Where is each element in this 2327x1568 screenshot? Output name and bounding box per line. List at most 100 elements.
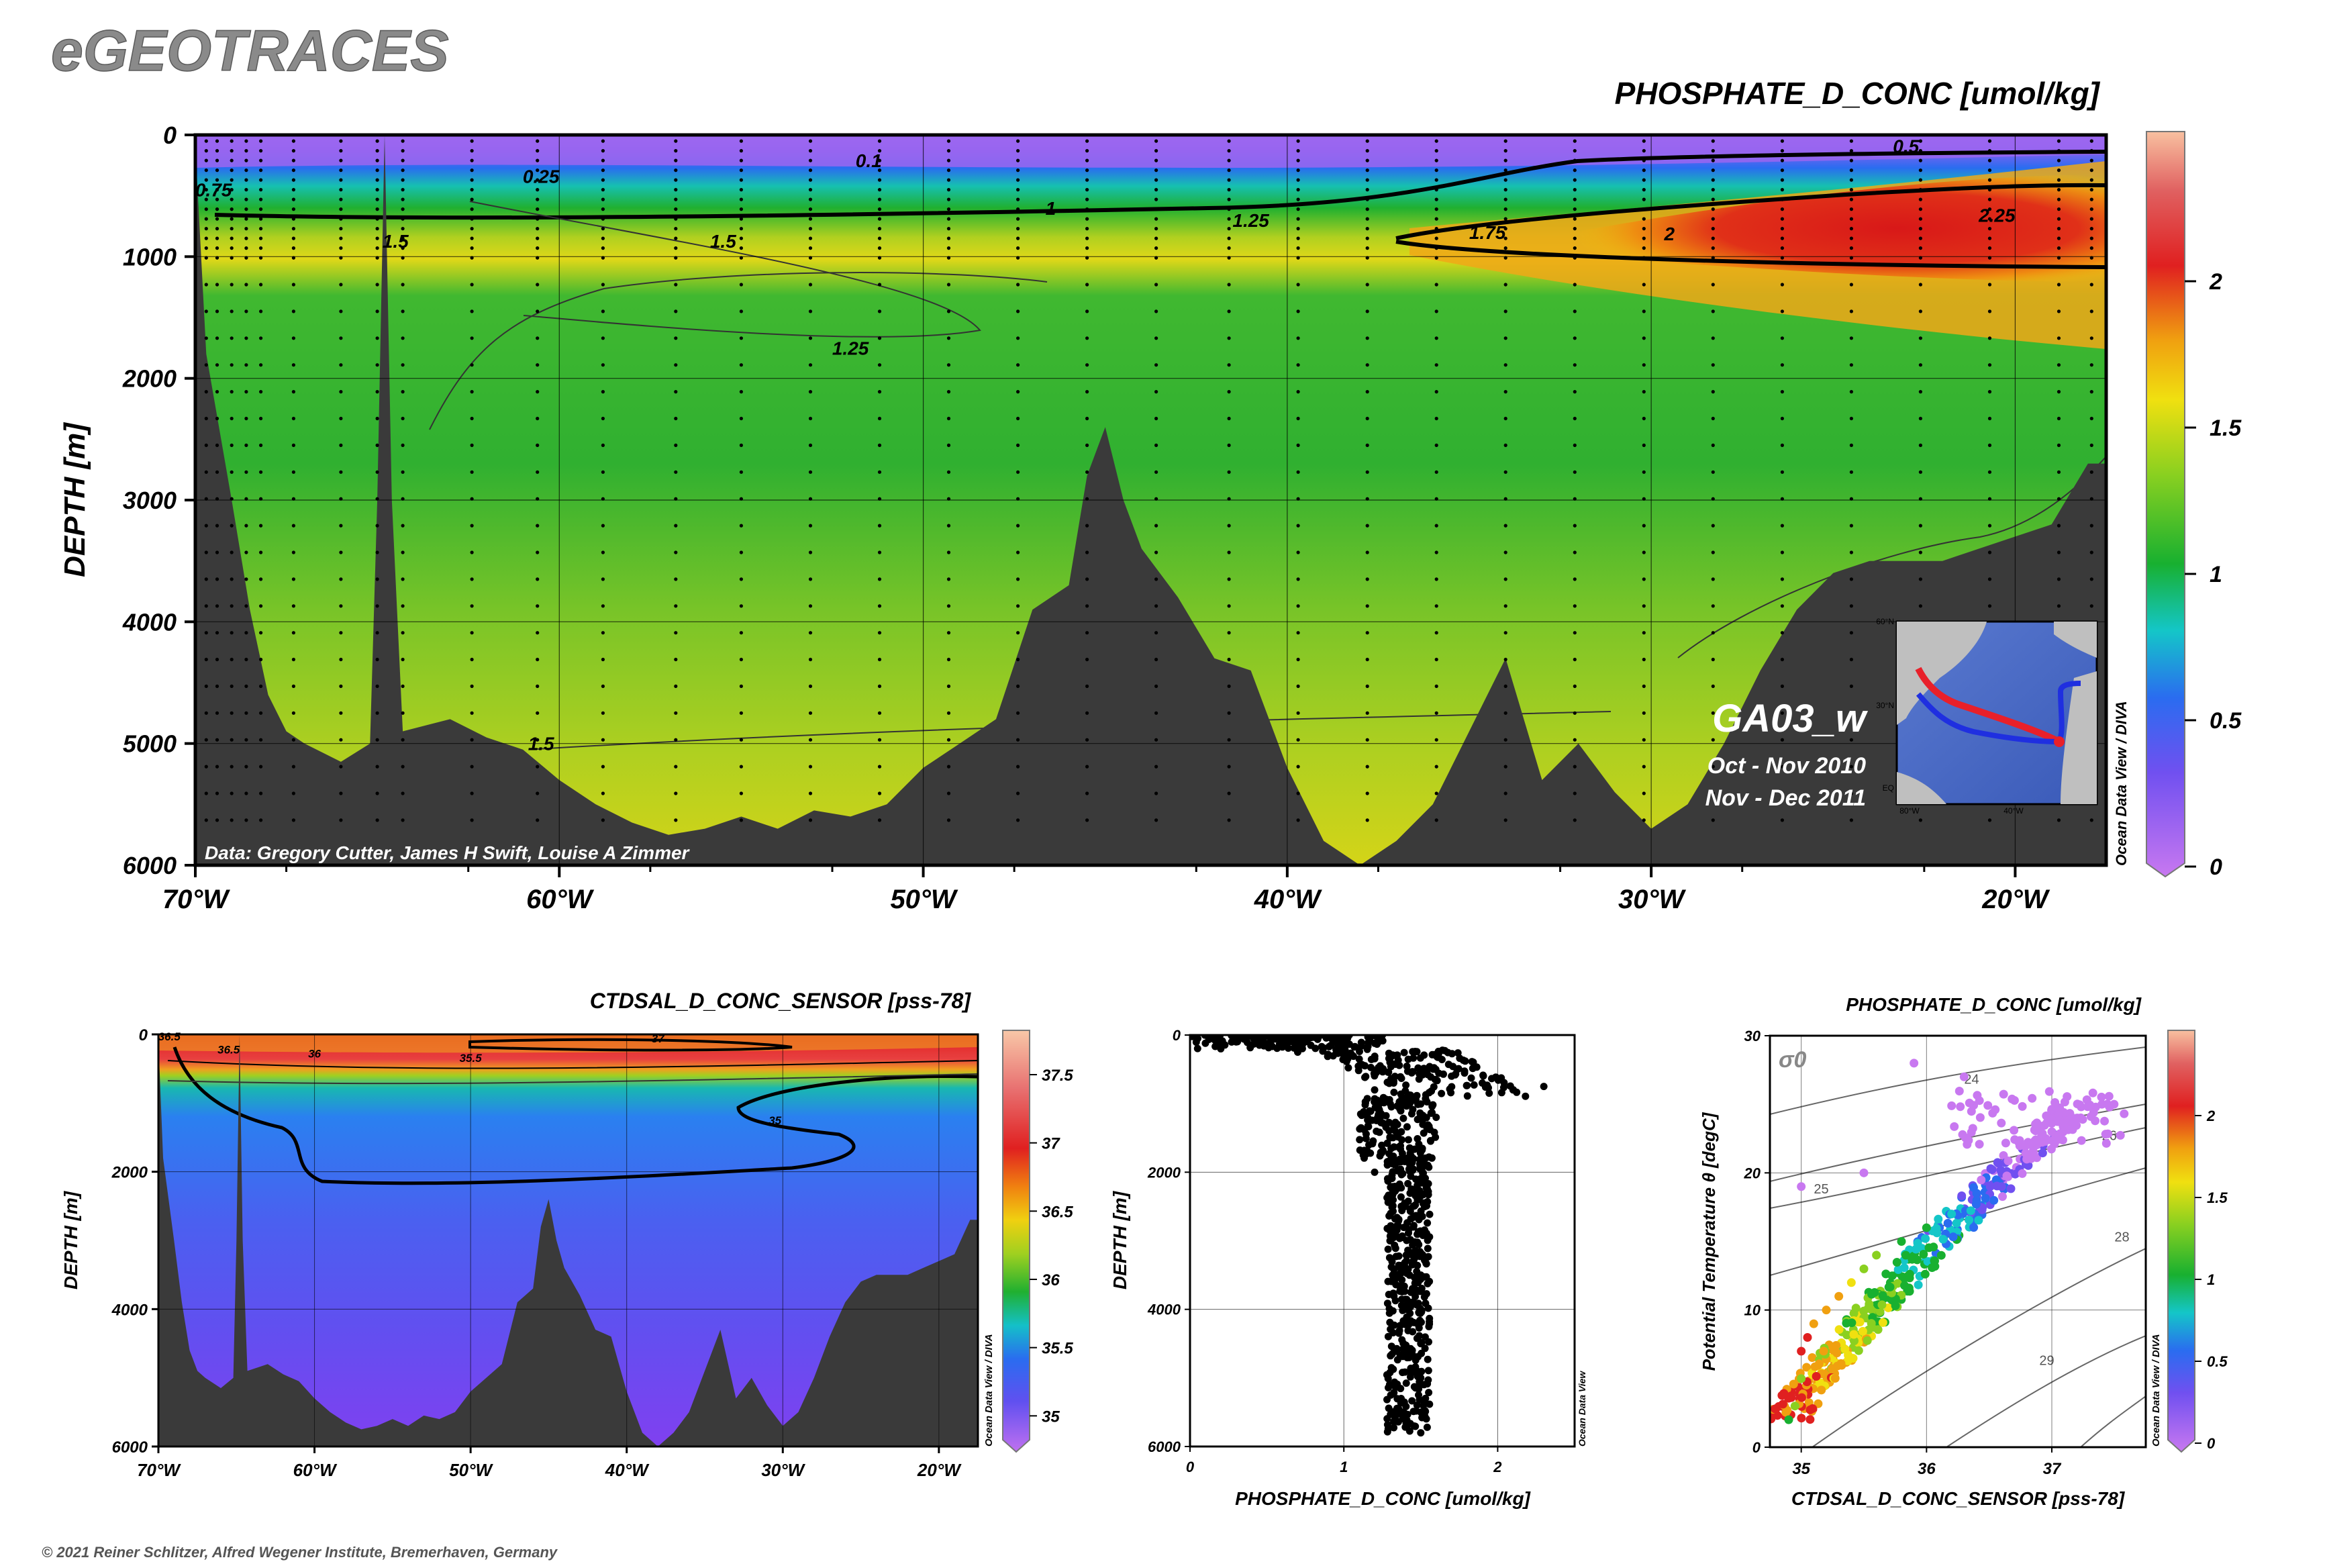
- sample-dot: [401, 604, 405, 608]
- contour-label: 1: [1046, 198, 1056, 219]
- ts-point: [1938, 1234, 1948, 1244]
- ts-point: [1965, 1216, 1974, 1224]
- sample-dot: [1503, 604, 1507, 608]
- ts-point: [2072, 1114, 2081, 1123]
- sample-dot: [1918, 246, 1922, 250]
- sample-dot: [1227, 158, 1231, 162]
- sample-dot: [1503, 818, 1507, 822]
- sample-dot: [1849, 390, 1853, 394]
- ts-colorbar: 00.511.52: [2167, 1030, 2228, 1453]
- sample-dot: [1573, 550, 1577, 554]
- sample-dot: [244, 197, 248, 201]
- sample-dot: [2057, 236, 2061, 240]
- sample-dot: [1296, 765, 1300, 769]
- sample-dot: [2089, 197, 2093, 201]
- sample-dot: [601, 416, 605, 421]
- ts-point: [1950, 1122, 1959, 1131]
- map-label-30n: 30°N: [1876, 701, 1894, 710]
- sample-dot: [1365, 336, 1369, 340]
- sample-dot: [536, 336, 540, 340]
- ts-point: [1863, 1336, 1872, 1345]
- phosphate-section-plot: PHOSPHATE_D_CONC [umol/kg] 70°W 60°W 50°W 4…: [58, 76, 2242, 914]
- map-label-40w: 40°W: [2003, 806, 2024, 816]
- sample-dot: [808, 684, 813, 688]
- sample-dot: [1849, 657, 1853, 662]
- profile-point: [1418, 1367, 1426, 1375]
- ts-point: [1922, 1223, 1931, 1232]
- sample-dot: [2089, 524, 2093, 528]
- sample-dot: [1365, 390, 1369, 394]
- ts-sigma-label: σ0: [1779, 1047, 1807, 1073]
- contour-label: 1.5: [710, 231, 736, 252]
- sample-dot: [946, 604, 951, 608]
- sample-dot: [375, 363, 379, 367]
- sample-dot: [1780, 336, 1784, 340]
- sample-dot: [1296, 550, 1300, 554]
- sample-dot: [204, 236, 208, 240]
- sample-dot: [1780, 631, 1784, 635]
- colorbar-tick-label: 35: [1042, 1408, 1060, 1426]
- sample-dot: [946, 217, 951, 221]
- profile-point: [1414, 1300, 1422, 1308]
- sample-dot: [244, 246, 248, 250]
- sample-dot: [1711, 236, 1715, 240]
- profile-point: [1386, 1318, 1394, 1326]
- sample-dot: [674, 236, 678, 240]
- sample-dot: [259, 149, 263, 153]
- profile-point: [1396, 1261, 1404, 1269]
- sample-dot: [470, 246, 474, 250]
- sample-dot: [1642, 246, 1646, 250]
- sample-dot: [259, 631, 263, 635]
- sample-dot: [808, 604, 813, 608]
- sample-dot: [601, 470, 605, 474]
- sample-dot: [1711, 178, 1715, 182]
- sample-dot: [470, 283, 474, 287]
- sample-dot: [2089, 149, 2093, 153]
- ts-point: [1998, 1192, 2007, 1202]
- profile-point: [1361, 1073, 1369, 1081]
- sample-dot: [244, 309, 248, 313]
- sample-dot: [375, 178, 379, 182]
- sample-dot: [1227, 416, 1231, 421]
- sample-dot: [244, 550, 248, 554]
- sample-dot: [536, 818, 540, 822]
- sample-dot: [674, 217, 678, 221]
- sample-dot: [1085, 188, 1089, 192]
- profile-point: [1371, 1168, 1379, 1176]
- profile-point: [1395, 1329, 1403, 1337]
- sample-dot: [291, 657, 295, 662]
- sample-dot: [1365, 684, 1369, 688]
- profile-point: [1430, 1128, 1438, 1136]
- profile-point: [1385, 1381, 1393, 1389]
- sample-dot: [204, 336, 208, 340]
- ts-point: [1947, 1210, 1957, 1219]
- profile-point: [1407, 1185, 1416, 1193]
- profile-point: [1419, 1191, 1427, 1199]
- sample-dot: [259, 791, 263, 795]
- x-tick-label: 30°W: [761, 1460, 805, 1480]
- sample-dot: [1227, 336, 1231, 340]
- profile-point: [1460, 1067, 1469, 1075]
- sample-dot: [2057, 443, 2061, 448]
- sample-dot: [244, 443, 248, 448]
- profile-point: [1376, 1035, 1384, 1040]
- sample-dot: [674, 336, 678, 340]
- sample-dot: [215, 577, 219, 581]
- sample-dot: [1016, 168, 1020, 173]
- profile-point: [1424, 1367, 1432, 1375]
- ts-point: [1859, 1168, 1869, 1177]
- sample-dot: [1434, 443, 1438, 448]
- colorbar-tick-label: 2: [2209, 269, 2222, 295]
- sample-dot: [1085, 818, 1089, 822]
- sample-dot: [1849, 217, 1853, 221]
- sample-dot: [2089, 309, 2093, 313]
- sample-dot: [1227, 657, 1231, 662]
- profile-point: [1393, 1051, 1401, 1059]
- ts-point: [1997, 1118, 2006, 1128]
- sample-dot: [946, 178, 951, 182]
- contour-label: 0.25: [523, 166, 560, 187]
- sample-dot: [1434, 283, 1438, 287]
- sample-dot: [244, 711, 248, 715]
- ts-point: [1814, 1359, 1824, 1369]
